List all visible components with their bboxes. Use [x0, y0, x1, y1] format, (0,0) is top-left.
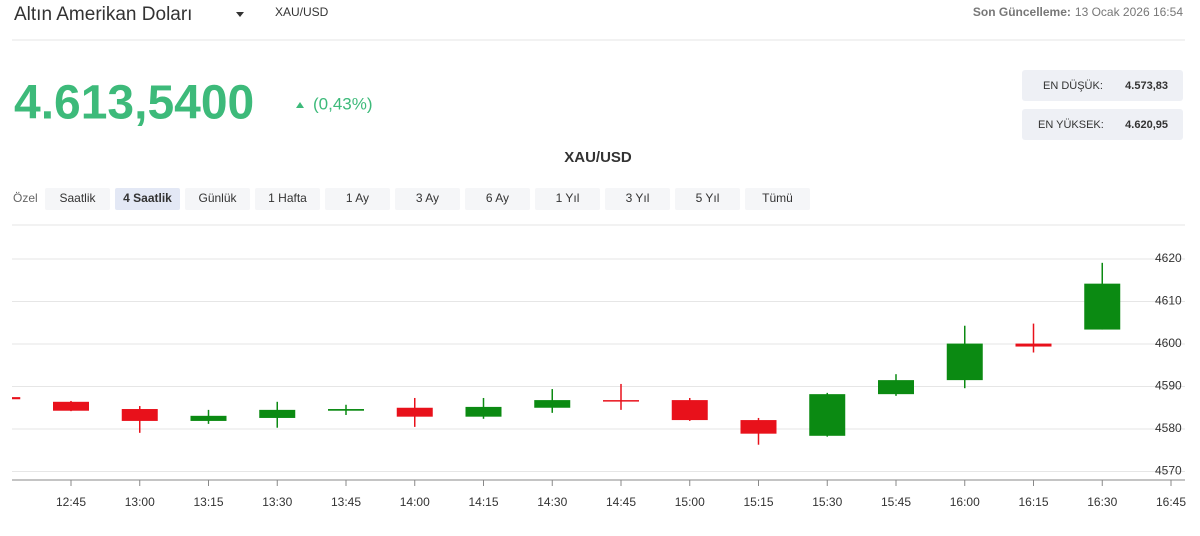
price: 4.613,5400	[14, 77, 254, 130]
symbol: XAU/USD	[275, 5, 329, 19]
candle-body	[1084, 283, 1121, 330]
plot: 4570 4580 4590 4600 4610 4620 12:45 13:00 13:15 1…	[12, 251, 1186, 509]
last-update: Son Güncelleme: 13 Ocak 2026 16:54	[973, 5, 1183, 19]
tab-label[interactable]: 1 Ay	[346, 191, 369, 205]
tab[interactable]	[745, 188, 810, 210]
tab[interactable]	[675, 188, 740, 210]
x-tick-label: 13:45	[331, 495, 361, 509]
candle-body	[603, 400, 639, 402]
candle-body	[534, 400, 571, 408]
candle-body	[259, 409, 296, 418]
y-tick-label: 4610	[1155, 294, 1182, 308]
x-tick-label: 16:15	[1018, 495, 1048, 509]
candle-body	[809, 394, 846, 436]
tab[interactable]	[115, 188, 180, 210]
candle-body	[53, 401, 89, 411]
y-tick-label: 4580	[1155, 421, 1182, 435]
x-tick-label: 13:00	[125, 495, 155, 509]
candle-body	[396, 407, 433, 417]
y-tick-label: 4590	[1155, 379, 1182, 393]
x-tick-label: 15:00	[675, 495, 705, 509]
tab[interactable]	[605, 188, 670, 210]
candle-body	[12, 397, 21, 400]
low-box	[1022, 70, 1183, 101]
last-update-value: 13 Ocak 2026 16:54	[1075, 5, 1183, 19]
tab[interactable]	[535, 188, 600, 210]
x-tick-label: 13:15	[193, 495, 223, 509]
x-tick-label: 16:45	[1156, 495, 1186, 509]
low-label: EN DÜŞÜK:	[1043, 80, 1103, 92]
candle-body	[121, 409, 158, 421]
candle-body	[190, 415, 227, 421]
y-tick-label: 4620	[1155, 251, 1182, 265]
chart-title: XAU/USD	[564, 149, 632, 166]
tab-label[interactable]: 4 Saatlik	[123, 191, 172, 205]
tab-label[interactable]: 1 Hafta	[268, 191, 307, 205]
x-tick-label: 15:15	[743, 495, 773, 509]
tab[interactable]	[325, 188, 390, 210]
x-tick-label: 14:45	[606, 495, 636, 509]
x-tick-label: 12:45	[56, 495, 86, 509]
candle-body	[671, 400, 708, 421]
change: (0,43%)	[313, 94, 373, 113]
x-tick-label: 16:00	[950, 495, 980, 509]
high-box	[1022, 109, 1183, 140]
up-arrow	[296, 102, 304, 108]
high-value: 4.620,95	[1125, 119, 1168, 131]
tabs-label: Özel	[13, 191, 38, 205]
y-tick-label: 4600	[1155, 336, 1182, 350]
low-value: 4.573,83	[1125, 80, 1168, 92]
tab-label[interactable]: Günlük	[198, 191, 237, 205]
tab-label[interactable]: 5 Yıl	[696, 191, 720, 205]
x-tick-label: 14:00	[400, 495, 430, 509]
x-tick-label: 15:30	[812, 495, 842, 509]
x-tick-label: 13:30	[262, 495, 292, 509]
x-tick-label: 14:15	[468, 495, 498, 509]
candle-body	[946, 343, 983, 381]
instrument-title: Altın Amerikan Doları	[14, 4, 192, 25]
candles	[12, 262, 1121, 445]
candle-body	[740, 420, 777, 434]
tabs: Saatlik 4 Saatlik Günlük 1 Hafta 1 Ay 3 Ay 6 A…	[45, 188, 810, 210]
tab-label[interactable]: Tümü	[762, 191, 793, 205]
tab[interactable]	[45, 188, 110, 210]
tab[interactable]	[255, 188, 320, 210]
candle-body	[465, 406, 502, 417]
x-tick-label: 16:30	[1087, 495, 1117, 509]
tab[interactable]	[465, 188, 530, 210]
x-tick-label: 15:45	[881, 495, 911, 509]
tab-label[interactable]: 6 Ay	[486, 191, 509, 205]
last-update-label: Son Güncelleme:	[973, 5, 1071, 19]
candle-body	[1015, 343, 1052, 347]
tab[interactable]	[185, 188, 250, 210]
candle-body	[878, 380, 914, 395]
tab-label[interactable]: 1 Yıl	[556, 191, 580, 205]
tab-label[interactable]: 3 Ay	[416, 191, 439, 205]
high-label: EN YÜKSEK:	[1038, 119, 1104, 131]
y-tick-label: 4570	[1155, 464, 1182, 478]
tab-label[interactable]: Saatlik	[59, 191, 96, 205]
candle-body	[328, 409, 364, 411]
tab[interactable]	[395, 188, 460, 210]
tab-label[interactable]: 3 Yıl	[626, 191, 650, 205]
dropdown-caret[interactable]	[236, 12, 244, 17]
x-tick-label: 14:30	[537, 495, 567, 509]
